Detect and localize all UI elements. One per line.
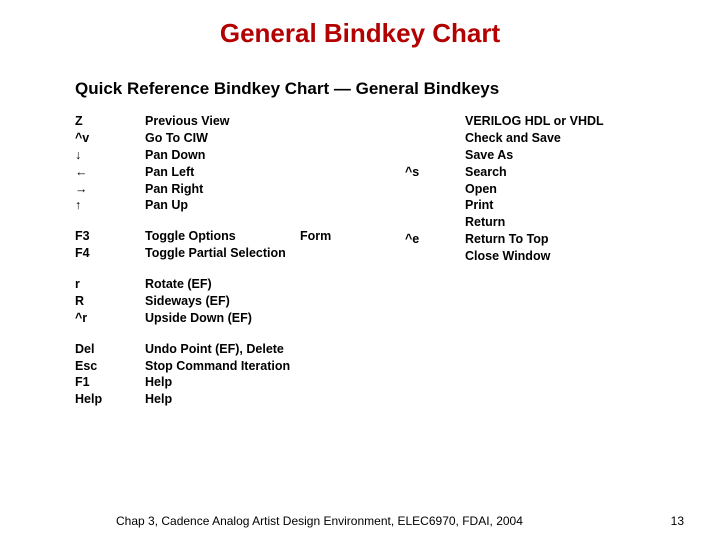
desc-cell: Save As: [465, 147, 685, 164]
key-cell: F3: [75, 228, 130, 245]
key-cell: F1: [75, 374, 130, 391]
desc-cell: Check and Save: [465, 130, 685, 147]
desc-cell: Rotate (EF): [145, 276, 365, 293]
key-cell: Z: [75, 113, 130, 130]
desc-cell: Print: [465, 197, 685, 214]
desc-cell: Sideways (EF): [145, 293, 365, 310]
desc-cell: Return: [465, 214, 685, 231]
key-cell: r: [75, 276, 130, 293]
right-keys-column: ^s ^e: [405, 113, 460, 265]
desc-cell: Upside Down (EF): [145, 310, 365, 327]
desc-cell: Help: [145, 391, 365, 408]
left-keys-column: Z ^v ↓ ← → ↑ F3 F4 r R ^r Del Esc F1 Hel…: [75, 113, 130, 422]
key-cell: ↓: [75, 147, 130, 164]
key-cell: F4: [75, 245, 130, 262]
slide-title: General Bindkey Chart: [0, 0, 720, 57]
desc-cell: Close Window: [465, 248, 685, 265]
desc-cell: Pan Up: [145, 197, 365, 214]
desc-cell: Undo Point (EF), Delete: [145, 341, 365, 358]
key-cell: ^v: [75, 130, 130, 147]
key-cell: ^r: [75, 310, 130, 327]
key-cell: Del: [75, 341, 130, 358]
footer-text: Chap 3, Cadence Analog Artist Design Env…: [116, 514, 523, 528]
desc-cell: Previous View: [145, 113, 365, 130]
desc-cell: Go To CIW: [145, 130, 365, 147]
key-cell: ↑: [75, 197, 130, 214]
desc-cell: Pan Down: [145, 147, 365, 164]
desc-cell: Pan Left: [145, 164, 365, 181]
desc-cell: Help: [145, 374, 365, 391]
desc-cell: Open: [465, 181, 685, 198]
desc-cell: Return To Top: [465, 231, 685, 248]
reference-title: Quick Reference Bindkey Chart — General …: [75, 79, 720, 99]
key-cell: Esc: [75, 358, 130, 375]
extra-label: Form: [300, 228, 331, 245]
right-header: VERILOG HDL or VHDL: [465, 113, 685, 130]
desc-cell: Pan Right: [145, 181, 365, 198]
left-desc-column: Previous View Go To CIW Pan Down Pan Lef…: [145, 113, 365, 422]
page-number: 13: [671, 514, 684, 528]
right-desc-column: VERILOG HDL or VHDL Check and Save Save …: [465, 113, 685, 265]
desc-cell: Toggle Partial Selection: [145, 245, 365, 262]
key-cell: ←: [75, 164, 130, 181]
key-cell: Help: [75, 391, 130, 408]
desc-cell: Search: [465, 164, 685, 181]
key-cell: ^e: [405, 231, 460, 248]
desc-cell: Toggle Options: [145, 228, 365, 245]
key-cell: →: [75, 181, 130, 198]
key-cell: ^s: [405, 164, 460, 181]
key-cell: R: [75, 293, 130, 310]
desc-cell: Stop Command Iteration: [145, 358, 365, 375]
